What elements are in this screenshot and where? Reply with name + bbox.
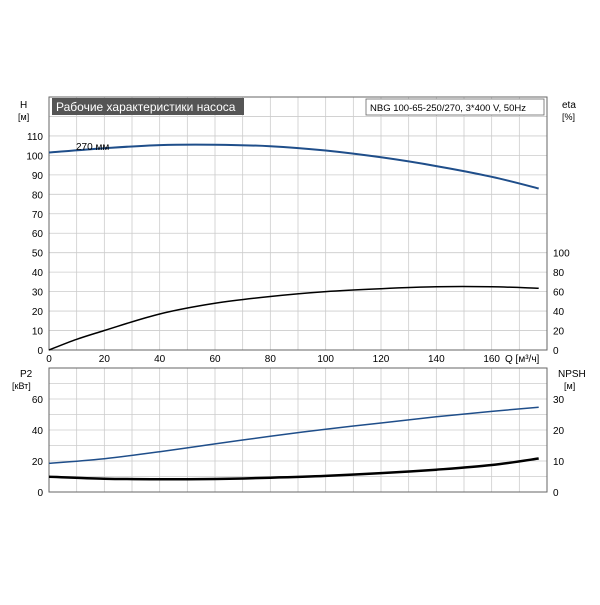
y-left-tick-label: 20	[32, 457, 44, 468]
y-left-tick-label: 90	[32, 171, 44, 182]
y-left-tick-label: 80	[32, 190, 44, 201]
y-left-tick-label: 10	[32, 327, 44, 338]
y-left-axis-unit-P2: [кВт]	[12, 381, 31, 391]
x-tick-label: 160	[483, 354, 500, 365]
panel-frame	[48, 367, 548, 493]
y-right-tick-label: 0	[553, 488, 559, 499]
y-left-axis-unit-H: [м]	[18, 112, 29, 122]
x-tick-label: 20	[99, 354, 111, 365]
panel-frame	[48, 96, 548, 351]
panel-lower-grid	[49, 368, 547, 492]
y-left-axis-label-P2: P2	[20, 369, 33, 380]
y-left-tick-label: 50	[32, 249, 44, 260]
y-left-tick-label: 40	[32, 268, 44, 279]
x-tick-label: 60	[209, 354, 221, 365]
chart-title: Рабочие характеристики насоса	[56, 100, 236, 114]
y-left-tick-label: 110	[27, 132, 43, 143]
y-right-tick-label: 0	[553, 346, 559, 357]
y-right-tick-label: 20	[553, 426, 565, 437]
efficiency-curve-line	[48, 285, 539, 351]
y-left-tick-label: 0	[37, 488, 43, 499]
x-tick-label: 100	[317, 354, 334, 365]
x-axis-label: Q [м³/ч]	[505, 354, 540, 365]
y-right-tick-label: 10	[553, 457, 565, 468]
y-right-tick-label: 20	[553, 327, 565, 338]
y-left-tick-label: 0	[37, 346, 43, 357]
x-tick-label: 80	[265, 354, 277, 365]
model-label: NBG 100-65-250/270, 3*400 V, 50Hz	[370, 103, 526, 114]
y-right-tick-label: 30	[553, 395, 565, 406]
y-left-tick-label: 60	[32, 395, 44, 406]
model-box	[365, 98, 545, 116]
y-right-axis-label-NPSH: NPSH	[558, 369, 586, 380]
y-right-axis-unit-NPSH: [м]	[564, 381, 575, 391]
y-right-axis-unit-eta: [%]	[562, 112, 575, 122]
y-right-tick-label: 80	[553, 268, 565, 279]
x-tick-label: 0	[46, 354, 52, 365]
y-left-axis-label-H: H	[20, 100, 27, 111]
npsh-curve-line	[48, 457, 539, 481]
y-left-tick-label: 70	[32, 210, 44, 221]
y-right-axis-label-eta: eta	[562, 100, 576, 111]
panel-upper-grid	[49, 97, 547, 350]
head-curve-line	[48, 143, 539, 190]
y-left-tick-label: 60	[32, 229, 44, 240]
x-tick-label: 140	[428, 354, 445, 365]
y-left-tick-label: 100	[26, 151, 43, 162]
x-tick-label: 40	[154, 354, 166, 365]
y-left-tick-label: 40	[32, 426, 44, 437]
y-right-tick-label: 40	[553, 307, 565, 318]
y-left-tick-label: 20	[32, 307, 44, 318]
y-right-tick-label: 100	[553, 249, 570, 260]
power-p2-curve-line	[48, 406, 539, 465]
title-background	[52, 98, 244, 115]
y-left-tick-label: 30	[32, 288, 44, 299]
impeller-diameter-label: 270 мм	[76, 142, 109, 153]
x-tick-label: 120	[373, 354, 390, 365]
y-right-tick-label: 60	[553, 288, 565, 299]
